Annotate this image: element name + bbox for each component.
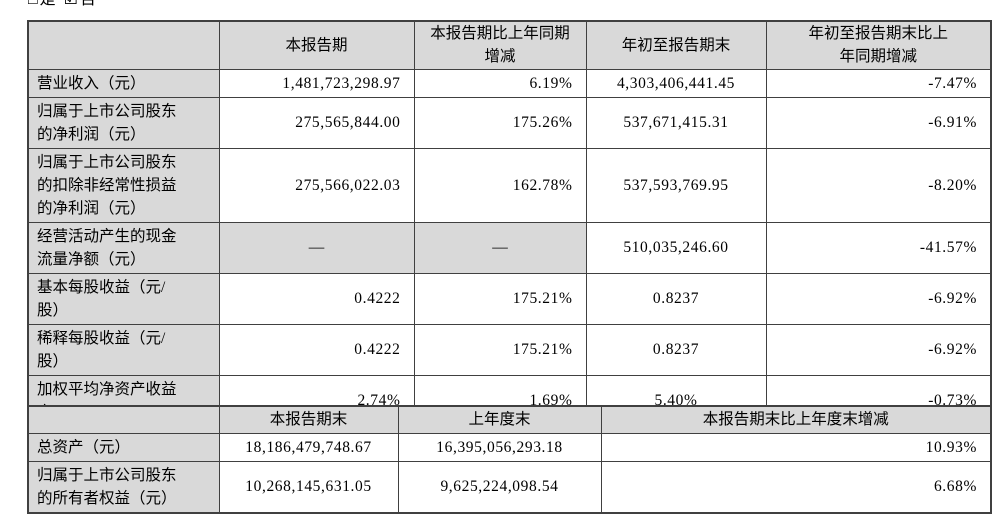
cell-ytd-yoy-change: -6.92% (765, 272, 992, 325)
row-label: 稀释每股收益（元/ 股） (27, 323, 220, 376)
cell-change: 6.68% (600, 460, 992, 513)
table-row-net-profit: 归属于上市公司股东 的净利润（元） 275,565,844.00 175.26%… (27, 96, 992, 149)
cell-yoy-change: — (413, 221, 587, 274)
cell-ytd: 0.8237 (585, 272, 767, 325)
cell-yoy-change: 175.21% (413, 272, 587, 325)
cell-current-period: 0.4222 (218, 272, 415, 325)
cell-ytd: 510,035,246.60 (585, 221, 767, 274)
header-blank (27, 20, 220, 70)
cell-current-period: 0.4222 (218, 323, 415, 376)
cell-current-period: 275,565,844.00 (218, 96, 415, 149)
table-row-operating-revenue: 营业收入（元） 1,481,723,298.97 6.19% 4,303,406… (27, 68, 992, 98)
table-row-diluted-eps: 稀释每股收益（元/ 股） 0.4222 175.21% 0.8237 -6.92… (27, 323, 992, 376)
header-yoy-change: 本报告期比上年同期 增减 (413, 20, 587, 70)
cell-current-period: 275,566,022.03 (218, 147, 415, 223)
cell-ytd: 4,303,406,441.45 (585, 68, 767, 98)
row-label: 总资产（元） (27, 432, 220, 462)
cell-end-of-last-year: 16,395,056,293.18 (397, 432, 602, 462)
table-row-total-assets: 总资产（元） 18,186,479,748.67 16,395,056,293.… (27, 432, 992, 462)
cell-end-of-last-year: 9,625,224,098.54 (397, 460, 602, 513)
header-change-vs-last-year-end: 本报告期末比上年度末增减 (600, 405, 992, 434)
cell-ytd-yoy-change: -7.47% (765, 68, 992, 98)
header-end-of-last-year: 上年度末 (397, 405, 602, 434)
cell-change: 10.93% (600, 432, 992, 462)
cell-end-of-period: 10,268,145,631.05 (218, 460, 399, 513)
cell-yoy-change: 175.21% (413, 323, 587, 376)
table-row-basic-eps: 基本每股收益（元/ 股） 0.4222 175.21% 0.8237 -6.92… (27, 272, 992, 325)
row-label: 营业收入（元） (27, 68, 220, 98)
header-ytd-yoy-change: 年初至报告期末比上 年同期增减 (765, 20, 992, 70)
row-label: 经营活动产生的现金 流量净额（元） (27, 221, 220, 274)
cell-end-of-period: 18,186,479,748.67 (218, 432, 399, 462)
table-row-operating-cash-flow: 经营活动产生的现金 流量净额（元） — — 510,035,246.60 -41… (27, 221, 992, 274)
cell-ytd-yoy-change: -6.91% (765, 96, 992, 149)
cell-ytd: 537,593,769.95 (585, 147, 767, 223)
key-financials-table-section2: 本报告期末 上年度末 本报告期末比上年度末增减 总资产（元） 18,186,47… (27, 405, 992, 514)
header-end-of-period: 本报告期末 (218, 405, 399, 434)
key-financials-table-section1: 本报告期 本报告期比上年同期 增减 年初至报告期末 年初至报告期末比上 年同期增… (27, 20, 992, 428)
table-row-equity-attributable-to-shareholders: 归属于上市公司股东 的所有者权益（元） 10,268,145,631.05 9,… (27, 460, 992, 513)
cell-yoy-change: 6.19% (413, 68, 587, 98)
cell-ytd-yoy-change: -41.57% (765, 221, 992, 274)
row-label: 基本每股收益（元/ 股） (27, 272, 220, 325)
header-current-period: 本报告期 (218, 20, 415, 70)
row-label: 归属于上市公司股东 的扣除非经常性损益 的净利润（元） (27, 147, 220, 223)
cell-ytd: 537,671,415.31 (585, 96, 767, 149)
header-blank (27, 405, 220, 434)
yes-no-checkbox-line: □是 ☑否 (28, 0, 98, 8)
cell-yoy-change: 162.78% (413, 147, 587, 223)
cell-yoy-change: 175.26% (413, 96, 587, 149)
row-label: 归属于上市公司股东 的所有者权益（元） (27, 460, 220, 513)
cell-ytd: 0.8237 (585, 323, 767, 376)
cell-ytd-yoy-change: -6.92% (765, 323, 992, 376)
section2-header-row: 本报告期末 上年度末 本报告期末比上年度末增减 (27, 405, 992, 434)
header-ytd: 年初至报告期末 (585, 20, 767, 70)
section1-header-row: 本报告期 本报告期比上年同期 增减 年初至报告期末 年初至报告期末比上 年同期增… (27, 20, 992, 70)
cell-current-period: 1,481,723,298.97 (218, 68, 415, 98)
cell-ytd-yoy-change: -8.20% (765, 147, 992, 223)
cell-current-period: — (218, 221, 415, 274)
row-label: 归属于上市公司股东 的净利润（元） (27, 96, 220, 149)
table-row-net-profit-excl-nonrecurring: 归属于上市公司股东 的扣除非经常性损益 的净利润（元） 275,566,022.… (27, 147, 992, 223)
